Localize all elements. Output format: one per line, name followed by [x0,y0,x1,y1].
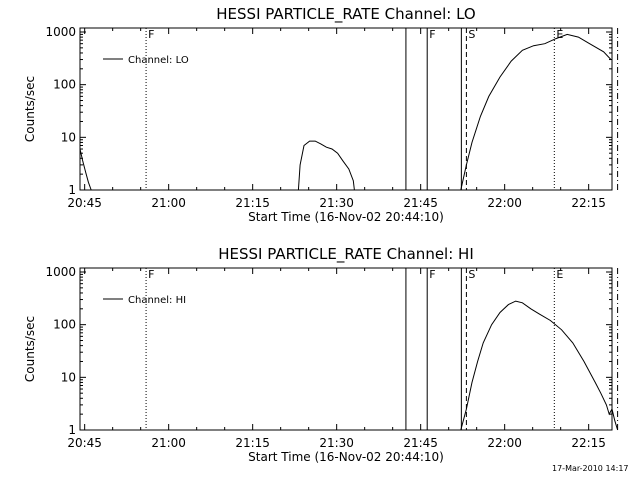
x-tick-label: 21:15 [235,196,270,210]
chart-panel-1: HESSI PARTICLE_RATE Channel: LO 20:45 21:0… [23,5,619,224]
y-tick-label: 1 [68,183,76,197]
x-tick-label: 21:45 [403,196,438,210]
event-marker-label: S [468,268,475,281]
y-tick-label: 1 [68,423,76,437]
y-tick-label: 1000 [45,265,76,279]
x-tick-label: 21:00 [151,436,186,450]
series-line [460,33,612,191]
x-tick-label: 22:15 [571,436,606,450]
x-tick-label: 21:00 [151,196,186,210]
x-tick-label: 20:45 [67,196,102,210]
x-tick-label: 22:00 [487,436,522,450]
y-tick-label: 100 [53,78,76,92]
plot-frame [79,27,613,191]
y-tick-label: 100 [53,318,76,332]
y-tick-label: 10 [61,130,76,144]
plot-frame [79,267,613,431]
event-marker-label: F [429,28,435,41]
x-tick-label: 21:30 [319,196,354,210]
chart-title: HESSI PARTICLE_RATE Channel: LO [216,5,475,24]
series-line [79,148,92,191]
x-tick-label: 20:45 [67,436,102,450]
series-line [297,140,355,191]
x-tick-label: 21:15 [235,436,270,450]
x-axis-label: Start Time (16-Nov-02 20:44:10) [248,210,444,224]
y-tick-label: 1000 [45,25,76,39]
x-tick-label: 22:00 [487,196,522,210]
legend-entry: Channel: LO [128,55,189,66]
x-tick-label: 22:15 [571,196,606,210]
legend-entry: Channel: HI [128,295,186,306]
x-axis-label: Start Time (16-Nov-02 20:44:10) [248,450,444,464]
event-marker-label: F [148,268,154,281]
x-tick-label: 21:30 [319,436,354,450]
series-line [460,300,619,431]
event-marker-label: E [556,28,563,41]
chart-panel-2: HESSI PARTICLE_RATE Channel: HI 20:45 21:0… [23,245,619,464]
event-marker-label: F [148,28,154,41]
event-marker-label: S [468,28,475,41]
y-axis-label: Counts/sec [23,316,37,382]
y-axis-label: Counts/sec [23,76,37,142]
chart-title: HESSI PARTICLE_RATE Channel: HI [218,245,474,264]
timestamp-label: 17-Mar-2010 14:17 [552,464,629,473]
x-tick-label: 21:45 [403,436,438,450]
y-tick-label: 10 [61,370,76,384]
event-marker-label: E [556,268,563,281]
event-marker-label: F [429,268,435,281]
